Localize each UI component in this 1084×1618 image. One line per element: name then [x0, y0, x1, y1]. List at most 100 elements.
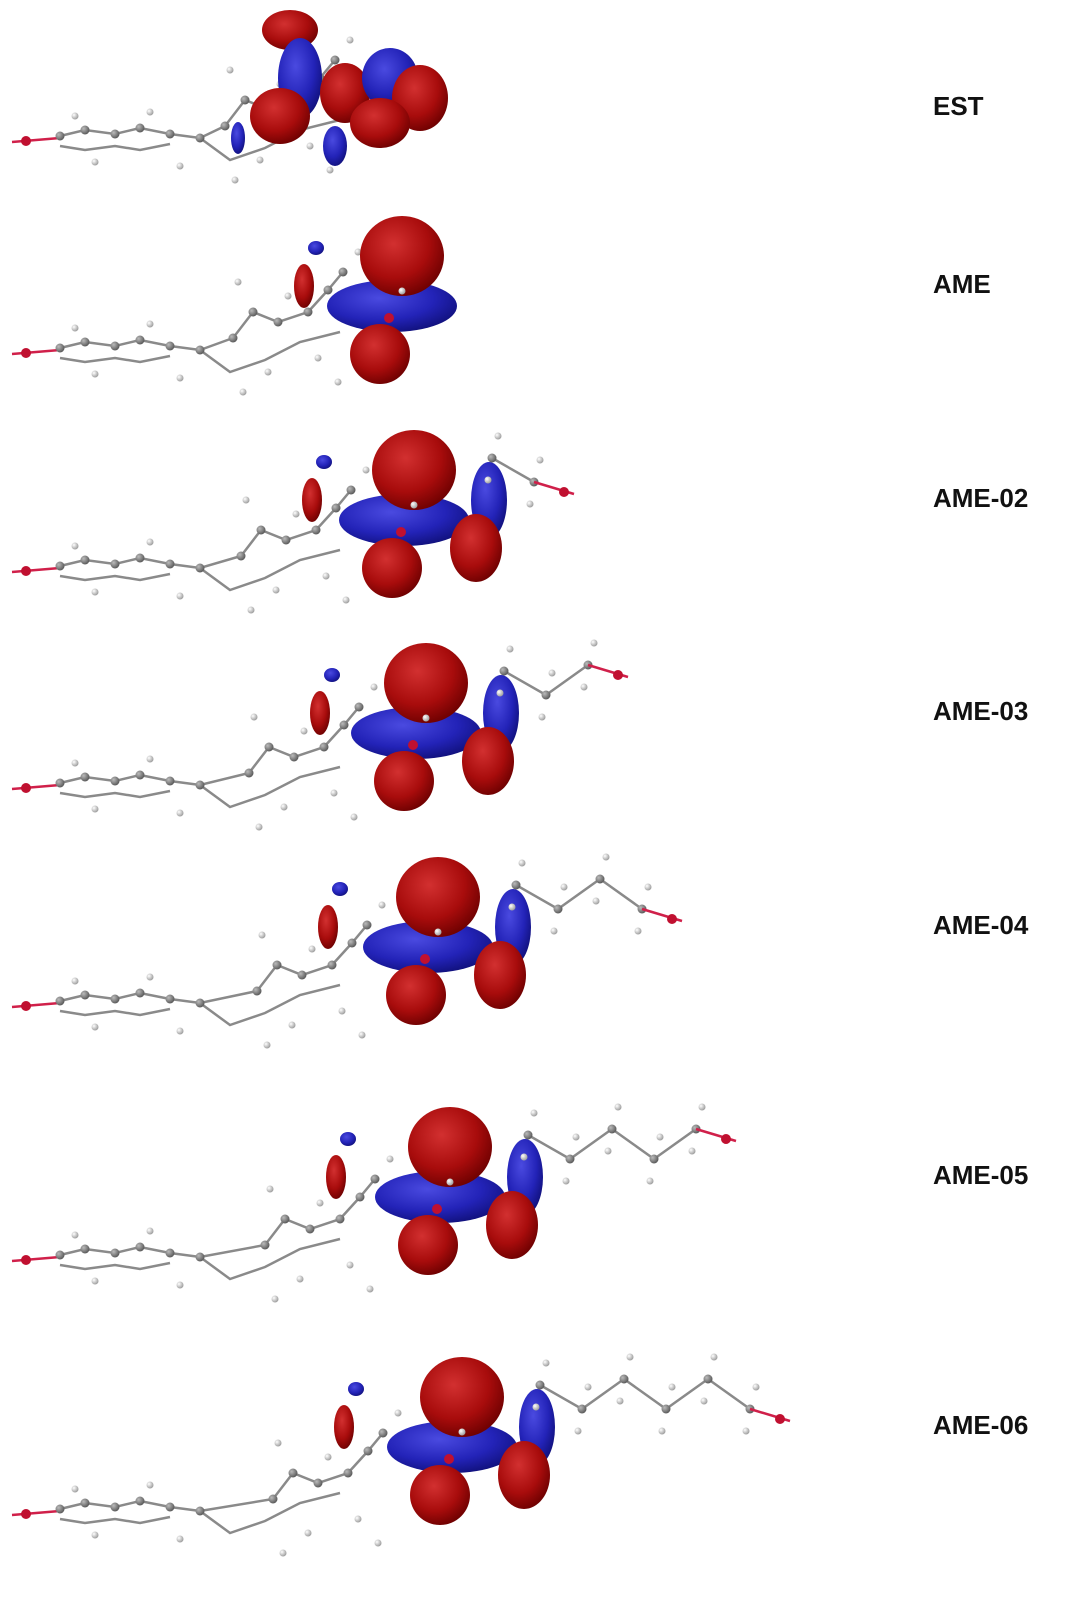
hydrogen-atom — [227, 67, 234, 74]
red-lobe — [318, 905, 338, 949]
carbon-atom — [312, 526, 321, 535]
hydrogen-atom — [92, 806, 99, 813]
blue-lobe — [308, 241, 324, 255]
oxygen-atom — [432, 1204, 442, 1214]
carbon-atom — [111, 995, 120, 1004]
hydrogen-atom — [177, 1536, 184, 1543]
hydrogen-atom — [575, 1428, 582, 1435]
carbon-atom — [81, 1245, 90, 1254]
carbon-atom — [136, 554, 145, 563]
hydrogen-atom — [411, 502, 418, 509]
hydrogen-atom — [147, 756, 154, 763]
bond — [12, 350, 60, 354]
hydrogen-atom — [627, 1354, 634, 1361]
carbon-atom — [344, 1469, 353, 1478]
carbon-atom — [355, 703, 364, 712]
hydrogen-atom — [177, 163, 184, 170]
red-lobe — [398, 1215, 458, 1275]
oxygen-atom — [408, 740, 418, 750]
hydrogen-atom — [317, 1200, 324, 1207]
carbon-atom — [136, 336, 145, 345]
hydrogen-atom — [359, 1032, 366, 1039]
carbon-atom — [241, 96, 250, 105]
red-lobe — [362, 538, 422, 598]
carbon-atom — [265, 743, 274, 752]
hydrogen-atom — [265, 369, 272, 376]
row-label: AME-06 — [933, 1410, 1028, 1440]
carbon-atom — [245, 769, 254, 778]
red-lobe — [474, 941, 526, 1009]
blue-lobe — [316, 455, 332, 469]
hydrogen-atom — [92, 371, 99, 378]
row-label: EST — [933, 91, 984, 121]
hydrogen-atom — [235, 279, 242, 286]
hydrogen-atom — [585, 1384, 592, 1391]
carbon-atom — [274, 318, 283, 327]
red-lobe — [372, 430, 456, 510]
carbon-atom — [512, 881, 521, 890]
hydrogen-atom — [539, 714, 546, 721]
carbon-atom — [196, 999, 205, 1008]
carbon-atom — [196, 134, 205, 143]
hydrogen-atom — [147, 109, 154, 116]
oxygen-atom — [613, 670, 623, 680]
oxygen-atom — [21, 783, 31, 793]
bond-path — [60, 356, 233, 362]
hydrogen-atom — [423, 715, 430, 722]
hydrogen-atom — [177, 593, 184, 600]
hydrogen-atom — [533, 1404, 540, 1411]
hydrogen-atom — [593, 898, 600, 905]
carbon-atom — [136, 1243, 145, 1252]
hydrogen-atom — [379, 902, 386, 909]
oxygen-atom — [775, 1414, 785, 1424]
carbon-atom — [221, 122, 230, 131]
molecule — [12, 854, 682, 1049]
red-lobe — [334, 1405, 354, 1449]
hydrogen-atom — [561, 884, 568, 891]
bond-path — [540, 1379, 750, 1409]
bond-path — [200, 1239, 340, 1279]
hydrogen-atom — [275, 1440, 282, 1447]
carbon-atom — [290, 753, 299, 762]
page: ESTAMEAME-02AME-03AME-04AME-05AME-06 (()… — [0, 0, 1084, 1618]
oxygen-atom — [21, 566, 31, 576]
hydrogen-atom — [347, 37, 354, 44]
bond — [12, 138, 60, 142]
carbon-atom — [596, 875, 605, 884]
molecule — [12, 10, 448, 184]
carbon-atom — [340, 721, 349, 730]
hydrogen-atom — [371, 684, 378, 691]
carbon-atom — [320, 743, 329, 752]
carbon-atom — [650, 1155, 659, 1164]
hydrogen-atom — [659, 1428, 666, 1435]
carbon-atom — [566, 1155, 575, 1164]
hydrogen-atom — [647, 1178, 654, 1185]
hydrogen-atom — [327, 167, 334, 174]
hydrogen-atom — [92, 1278, 99, 1285]
bond-path — [60, 1517, 273, 1523]
carbon-atom — [253, 987, 262, 996]
bond-path — [60, 1179, 375, 1257]
hydrogen-atom — [581, 684, 588, 691]
bond — [12, 1003, 60, 1007]
blue-lobe — [231, 122, 245, 154]
carbon-atom — [261, 1241, 270, 1250]
hydrogen-atom — [335, 379, 342, 386]
hydrogen-atom — [273, 587, 280, 594]
red-lobe — [498, 1441, 550, 1509]
carbon-atom — [81, 126, 90, 135]
hydrogen-atom — [92, 1024, 99, 1031]
carbon-atom — [166, 1503, 175, 1512]
carbon-atom — [196, 1507, 205, 1516]
carbon-atom — [336, 1215, 345, 1224]
bond-path — [60, 1263, 265, 1269]
carbon-atom — [136, 1497, 145, 1506]
hydrogen-atom — [72, 113, 79, 120]
hydrogen-atom — [92, 1532, 99, 1539]
hydrogen-atom — [72, 760, 79, 767]
hydrogen-atom — [743, 1428, 750, 1435]
molecule — [12, 430, 574, 614]
carbon-atom — [166, 995, 175, 1004]
bond-path — [516, 879, 642, 909]
carbon-atom — [314, 1479, 323, 1488]
